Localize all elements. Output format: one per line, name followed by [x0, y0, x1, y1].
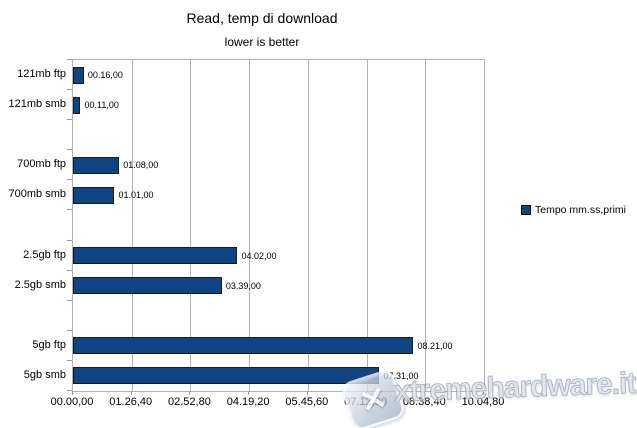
y-axis-tick: [67, 390, 72, 391]
x-axis-tick: [424, 391, 426, 395]
category-label: 2.5gb ftp: [23, 248, 66, 261]
bar: [73, 367, 380, 385]
x-axis-tick: [483, 391, 484, 395]
x-axis-label: 07.12,00: [344, 396, 387, 408]
bar-value-label: 08.21,00: [417, 340, 453, 351]
y-axis-tick: [67, 119, 72, 121]
bar-value-label: 00.11,00: [84, 100, 119, 111]
bar: [73, 66, 84, 84]
y-axis-tick: [67, 59, 72, 60]
bar-value-label: 01.08,00: [123, 160, 159, 171]
y-axis-tick: [67, 269, 72, 271]
y-axis-tick: [67, 89, 72, 91]
chart-subtitle: lower is better: [224, 35, 300, 49]
bar: [73, 247, 238, 265]
gridline: [131, 60, 133, 391]
x-axis-label: 05.45,60: [285, 396, 329, 408]
bar: [73, 156, 120, 174]
x-axis-label: 01.26,40: [109, 396, 153, 408]
bar: [73, 186, 115, 204]
category-label: 700mb ftp: [17, 158, 66, 171]
x-axis-tick: [189, 391, 191, 395]
x-axis-label: 10.04,80: [461, 396, 505, 408]
bar-value-label: 04.02,00: [241, 250, 277, 261]
x-axis-tick: [72, 391, 73, 395]
gridline: [307, 60, 309, 391]
y-axis-tick: [67, 329, 72, 331]
gridline: [366, 60, 368, 391]
y-axis-tick: [67, 239, 72, 241]
category-axis: 121mb ftp 121mb smb 700mb ftp 700mb smb 2.5g…: [0, 59, 66, 390]
legend: Tempo mm.ss,primi: [521, 204, 626, 216]
x-axis-tick: [248, 391, 250, 395]
x-axis-label: 02.52,80: [168, 396, 211, 408]
x-axis-label: 08.38,40: [402, 396, 446, 408]
gridline: [249, 60, 251, 391]
gridline: [425, 60, 427, 391]
bar-value-label: 03.39,00: [225, 280, 261, 291]
x-axis-tick: [306, 391, 308, 395]
bar: [73, 337, 414, 355]
legend-swatch-icon: [521, 205, 531, 215]
x-axis-label: 00.00,00: [50, 396, 94, 408]
category-label: 700mb smb: [8, 188, 66, 201]
y-axis-tick: [67, 299, 72, 301]
y-axis-tick: [67, 179, 72, 181]
legend-label: Tempo mm.ss,primi: [535, 204, 627, 216]
gridline: [190, 60, 192, 391]
y-axis-tick: [67, 149, 72, 151]
x-axis-tick: [130, 391, 132, 395]
bar-value-label: 01.01,00: [118, 190, 154, 201]
bar: [73, 96, 81, 114]
x-axis-label: 04.19,20: [226, 396, 270, 408]
category-label: 121mb ftp: [17, 68, 66, 81]
bar: [73, 277, 222, 295]
category-label: 2.5gb smb: [14, 278, 66, 291]
bar-value-label: 07.31,00: [383, 370, 419, 381]
chart-title: Read, temp di download: [186, 10, 338, 26]
category-label: 121mb smb: [8, 98, 66, 111]
category-label: 5gb smb: [23, 368, 66, 381]
bar-value-label: 00.16,00: [87, 70, 123, 81]
plot-area: 00.16,00 00.11,00 01.08,00 01.01,00 04.02,00…: [72, 59, 485, 392]
y-axis-tick: [67, 209, 72, 211]
y-axis-tick: [67, 359, 72, 361]
x-axis-tick: [365, 391, 367, 395]
category-label: 5gb ftp: [32, 338, 66, 351]
